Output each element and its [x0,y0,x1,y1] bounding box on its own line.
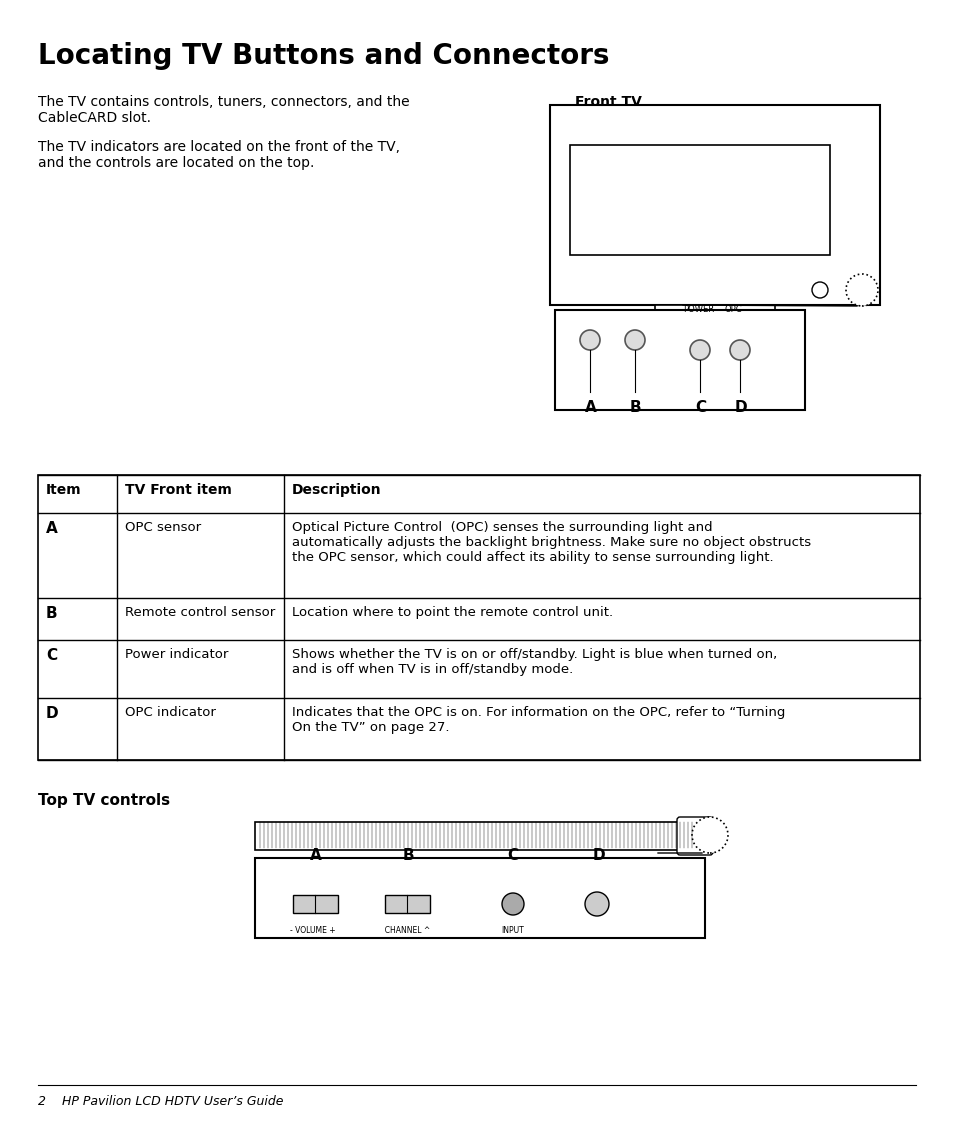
Circle shape [691,818,727,853]
Circle shape [579,330,599,350]
Circle shape [584,892,608,916]
Text: OPC sensor: OPC sensor [125,521,201,535]
Text: C: C [46,648,57,663]
Text: - VOLUME +: - VOLUME + [290,926,335,935]
Text: A: A [46,521,58,536]
Text: Front TV: Front TV [575,95,641,109]
Text: The TV indicators are located on the front of the TV,
and the controls are locat: The TV indicators are located on the fro… [38,140,399,171]
Text: CHANNEL ^: CHANNEL ^ [379,926,430,935]
Text: Locating TV Buttons and Connectors: Locating TV Buttons and Connectors [38,42,609,70]
Bar [38,475,919,760]
Text: OPC: OPC [724,305,741,314]
Text: The TV contains controls, tuners, connectors, and the
CableCARD slot.: The TV contains controls, tuners, connec… [38,95,409,125]
Text: Description: Description [292,483,381,497]
Text: Item: Item [46,483,82,497]
Circle shape [501,893,523,915]
Bar [254,822,704,850]
Bar [550,104,879,305]
Text: D: D [46,706,58,721]
Text: OPC indicator: OPC indicator [125,706,215,719]
Text: A: A [310,848,321,862]
Bar [293,895,337,913]
Circle shape [845,274,877,305]
Circle shape [729,340,749,360]
Text: INPUT: INPUT [500,926,523,935]
Bar [635,323,794,334]
Circle shape [689,340,709,360]
Text: Remote control sensor: Remote control sensor [125,606,275,619]
Text: D: D [593,848,605,862]
Text: A: A [584,400,597,416]
Text: 2    HP Pavilion LCD HDTV User’s Guide: 2 HP Pavilion LCD HDTV User’s Guide [38,1095,283,1108]
Text: D: D [734,400,747,416]
Text: Optical Picture Control  (OPC) senses the surrounding light and
automatically ad: Optical Picture Control (OPC) senses the… [292,521,810,564]
Text: Indicates that the OPC is on. For information on the OPC, refer to “Turning
On t: Indicates that the OPC is on. For inform… [292,706,784,734]
Bar [385,895,430,913]
FancyBboxPatch shape [677,818,712,855]
Bar [569,145,829,255]
Circle shape [811,282,827,298]
Text: Location where to point the remote control unit.: Location where to point the remote contr… [292,606,613,619]
Text: B: B [629,400,641,416]
Text: C: C [506,848,517,862]
Bar [254,858,704,938]
Text: Top TV controls: Top TV controls [38,793,170,809]
Bar [555,310,804,410]
Text: TV Front item: TV Front item [125,483,232,497]
Text: Power indicator: Power indicator [125,648,228,661]
Text: POWER: POWER [682,305,714,314]
Text: B: B [46,606,57,621]
Text: C: C [695,400,705,416]
Text: B: B [402,848,415,862]
Text: Shows whether the TV is on or off/standby. Light is blue when turned on,
and is : Shows whether the TV is on or off/standb… [292,648,777,676]
Circle shape [624,330,644,350]
FancyBboxPatch shape [655,305,774,323]
